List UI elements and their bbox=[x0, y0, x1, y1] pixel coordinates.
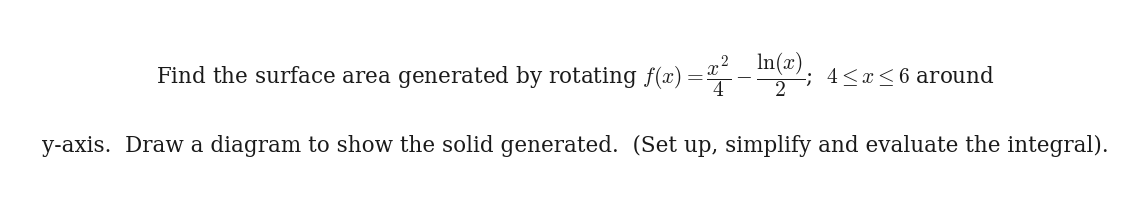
Text: Find the surface area generated by rotating $f(x) = \dfrac{x^2}{4} - \dfrac{\ln(: Find the surface area generated by rotat… bbox=[156, 50, 994, 98]
Text: y-axis.  Draw a diagram to show the solid generated.  (Set up, simplify and eval: y-axis. Draw a diagram to show the solid… bbox=[42, 135, 1109, 157]
